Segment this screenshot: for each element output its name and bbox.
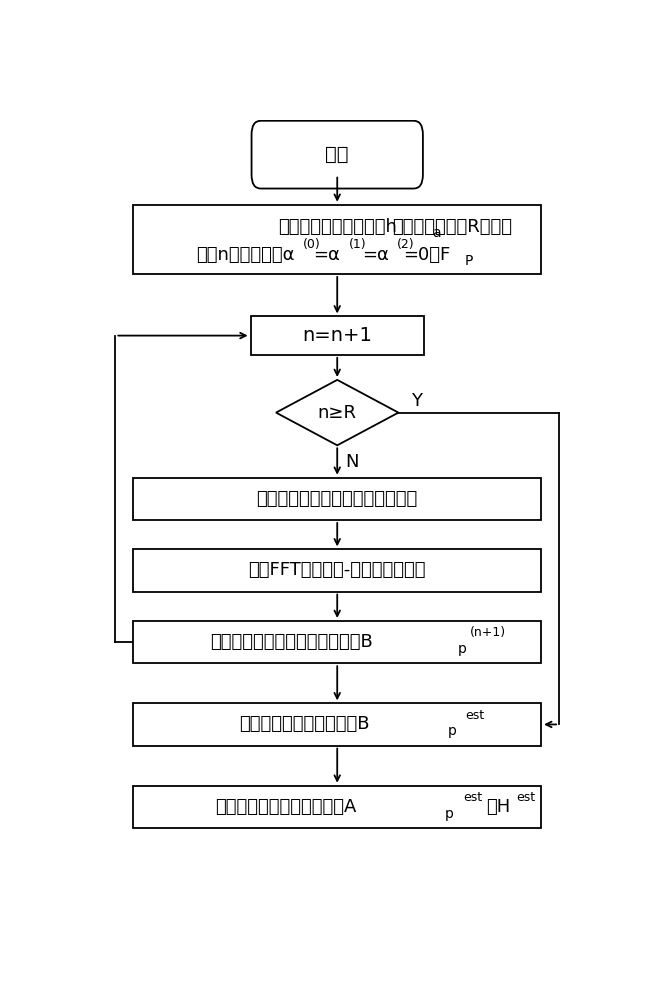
Text: 更新变量：当前迭代的迭代结果B: 更新变量：当前迭代的迭代结果B — [210, 633, 372, 651]
Bar — [133, 786, 541, 828]
Text: (n+1): (n+1) — [470, 626, 506, 639]
Text: Y: Y — [411, 392, 422, 410]
Text: 基于矢量外推方法的加速迭代模块: 基于矢量外推方法的加速迭代模块 — [257, 490, 418, 508]
Text: P: P — [465, 254, 473, 268]
Bar — [133, 703, 541, 746]
Text: =0、F: =0、F — [403, 246, 450, 264]
Text: est: est — [463, 791, 482, 804]
Text: 开始: 开始 — [326, 145, 349, 164]
Text: (2): (2) — [397, 238, 415, 251]
Text: p: p — [458, 642, 467, 656]
Text: N: N — [345, 453, 359, 471]
Bar — [133, 621, 541, 663]
Text: est: est — [517, 791, 536, 804]
Text: 索引n、加速因子α: 索引n、加速因子α — [196, 246, 295, 264]
Text: 、最大迭代次数R、迭代: 、最大迭代次数R、迭代 — [392, 218, 512, 236]
Text: n≥R: n≥R — [318, 404, 357, 422]
Text: 利用多项式基扩展模型求解A: 利用多项式基扩展模型求解A — [216, 798, 357, 816]
Bar — [133, 205, 541, 274]
Text: (1): (1) — [349, 238, 367, 251]
Text: =α: =α — [314, 246, 340, 264]
Text: =α: =α — [362, 246, 389, 264]
Bar — [251, 316, 424, 355]
Text: 基于FFT的理查森-露西反卷积模块: 基于FFT的理查森-露西反卷积模块 — [249, 561, 426, 579]
Text: a: a — [432, 226, 441, 240]
Text: p: p — [445, 807, 454, 821]
Bar — [133, 478, 541, 520]
Text: p: p — [447, 724, 457, 738]
Text: (0): (0) — [303, 238, 320, 251]
Text: n=n+1: n=n+1 — [302, 326, 372, 345]
Text: 和H: 和H — [486, 798, 510, 816]
Text: 初始化：初始迭代结果h: 初始化：初始迭代结果h — [278, 218, 397, 236]
Polygon shape — [276, 380, 399, 445]
Text: est: est — [465, 709, 484, 722]
Text: 经后置处理门限筛选得到B: 经后置处理门限筛选得到B — [239, 715, 369, 733]
FancyBboxPatch shape — [251, 121, 423, 189]
Bar — [133, 549, 541, 592]
